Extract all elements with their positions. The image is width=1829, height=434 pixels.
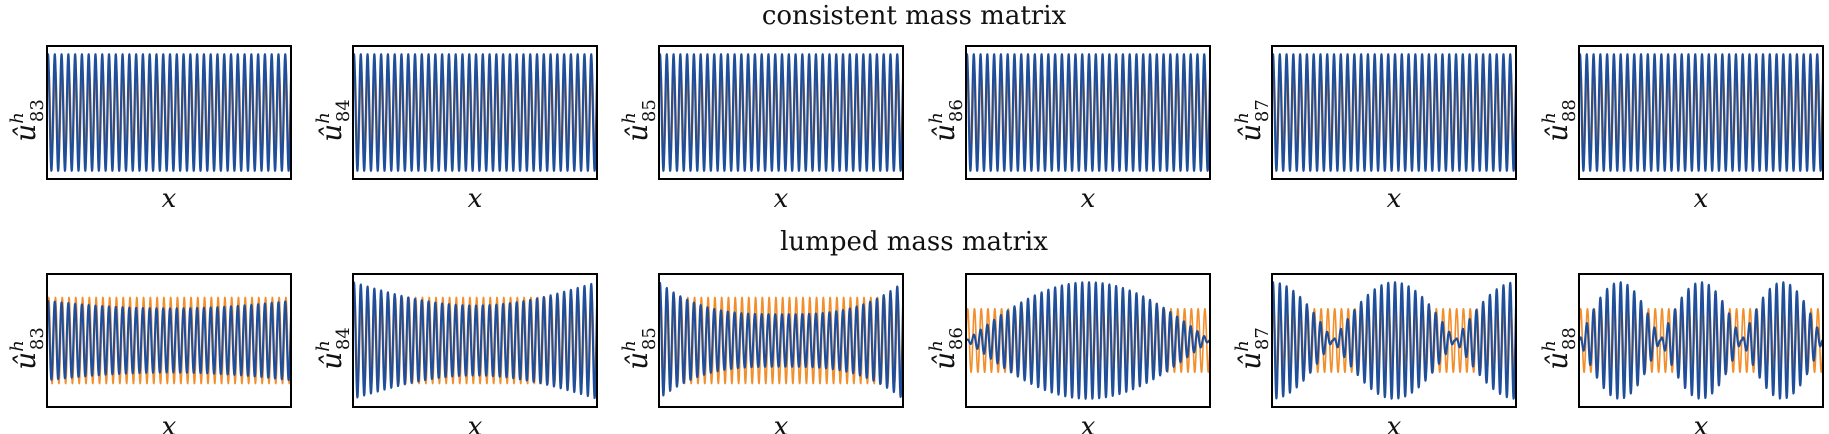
panel-frame-row0-0: [46, 45, 292, 180]
panel-frame-row1-4: [1271, 273, 1517, 408]
y-axis-label: ûh87: [1232, 327, 1273, 370]
panel-row1-4: x ûh87: [1232, 273, 1517, 434]
y-axis-label: ûh87: [1232, 99, 1273, 142]
row-title-lumped: lumped mass matrix: [780, 227, 1048, 257]
panel-frame-row0-2: [658, 45, 904, 180]
y-axis-label: ûh85: [619, 327, 660, 370]
panel-row0-1: x ûh84: [313, 45, 598, 214]
y-axis-label: ûh86: [926, 327, 967, 370]
y-axis-label: ûh86: [926, 99, 967, 142]
x-axis-label: x: [1387, 412, 1402, 434]
panels-group: x ûh83 x ûh84 x ûh85 x ûh86 x ûh87 x ûh88 x ûh83 x ûh84…: [7, 45, 1824, 434]
panel-frame-row0-4: [1271, 45, 1517, 180]
row-title-consistent: consistent mass matrix: [762, 1, 1067, 31]
series-line-numerical-row0-0: [47, 53, 291, 172]
series-line-numerical-row1-3: [966, 281, 1210, 400]
x-axis-label: x: [162, 412, 177, 434]
series-line-numerical-row1-0: [47, 299, 291, 382]
y-axis-label: ûh83: [7, 99, 48, 142]
panel-frame-row1-5: [1578, 273, 1824, 408]
panel-row1-5: x ûh88: [1539, 273, 1824, 434]
x-axis-label: x: [1694, 412, 1709, 434]
panel-row0-2: x ûh85: [619, 45, 904, 214]
panel-row0-4: x ûh87: [1232, 45, 1517, 214]
series-line-numerical-row1-1: [353, 281, 597, 400]
y-axis-label: ûh88: [1539, 99, 1580, 142]
series-line-numerical-row0-1: [353, 53, 597, 172]
panel-frame-row1-1: [352, 273, 598, 408]
panel-row1-3: x ûh86: [926, 273, 1211, 434]
x-axis-label: x: [774, 184, 789, 214]
panel-frame-row0-1: [352, 45, 598, 180]
panel-frame-row1-2: [658, 273, 904, 408]
panel-row0-3: x ûh86: [926, 45, 1211, 214]
series-line-numerical-row1-4: [1272, 281, 1516, 400]
panel-row1-1: x ûh84: [313, 273, 598, 434]
panel-row0-0: x ûh83: [7, 45, 292, 214]
x-axis-label: x: [1694, 184, 1709, 214]
x-axis-label: x: [1081, 412, 1096, 434]
panel-frame-row1-0: [46, 273, 292, 408]
series-line-numerical-row1-5: [1579, 281, 1823, 400]
x-axis-label: x: [468, 184, 483, 214]
x-axis-label: x: [1081, 184, 1096, 214]
y-axis-label: ûh84: [313, 99, 354, 142]
panel-frame-row1-3: [965, 273, 1211, 408]
panel-row1-0: x ûh83: [7, 273, 292, 434]
x-axis-label: x: [774, 412, 789, 434]
y-axis-label: ûh84: [313, 327, 354, 370]
panel-frame-row0-3: [965, 45, 1211, 180]
y-axis-label: ûh85: [619, 99, 660, 142]
series-line-numerical-row0-2: [659, 53, 903, 172]
x-axis-label: x: [468, 412, 483, 434]
y-axis-label: ûh83: [7, 327, 48, 370]
x-axis-label: x: [1387, 184, 1402, 214]
panel-row0-5: x ûh88: [1539, 45, 1824, 214]
y-axis-label: ûh88: [1539, 327, 1580, 370]
series-line-numerical-row0-4: [1272, 53, 1516, 172]
x-axis-label: x: [162, 184, 177, 214]
panel-frame-row0-5: [1578, 45, 1824, 180]
series-line-numerical-row1-2: [659, 281, 903, 398]
series-line-numerical-row0-5: [1579, 53, 1823, 172]
series-line-numerical-row0-3: [966, 53, 1210, 172]
panel-row1-2: x ûh85: [619, 273, 904, 434]
